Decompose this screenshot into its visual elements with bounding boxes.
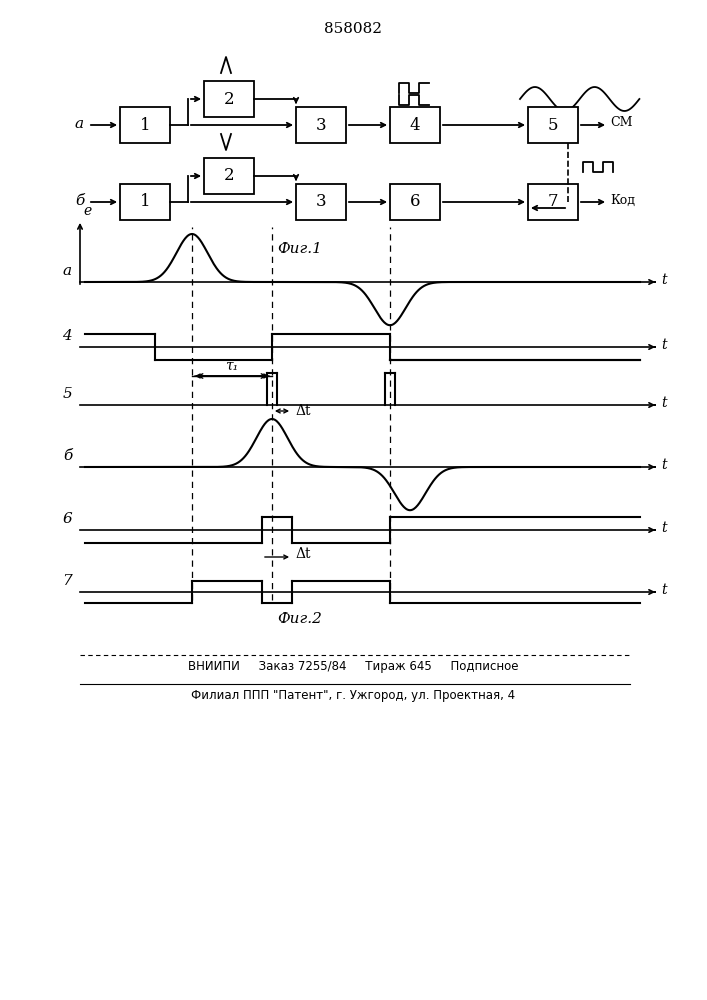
Text: 5: 5: [62, 387, 72, 401]
Text: Δt: Δt: [295, 404, 310, 418]
Text: 1: 1: [140, 194, 151, 211]
Text: 2: 2: [223, 167, 234, 184]
Text: Фиг.1: Фиг.1: [278, 242, 322, 256]
Text: Фиг.2: Фиг.2: [278, 612, 322, 626]
Text: τ₁: τ₁: [226, 359, 239, 373]
Bar: [390, 184, 440, 220]
Text: Код: Код: [610, 194, 635, 207]
Text: t: t: [661, 458, 667, 472]
Text: 2: 2: [223, 91, 234, 107]
Bar: [296, 184, 346, 220]
Bar: [528, 107, 578, 143]
Text: СМ: СМ: [610, 116, 633, 129]
Text: 4: 4: [409, 116, 421, 133]
Text: 6: 6: [62, 512, 72, 526]
Text: t: t: [661, 273, 667, 287]
Bar: [120, 107, 170, 143]
Bar: [528, 184, 578, 220]
Text: б: б: [63, 449, 72, 463]
Text: 3: 3: [316, 116, 327, 133]
Bar: [120, 184, 170, 220]
Text: б: б: [75, 194, 84, 208]
Text: 5: 5: [548, 116, 559, 133]
Bar: [204, 158, 254, 194]
Text: Филиал ППП "Патент", г. Ужгород, ул. Проектная, 4: Филиал ППП "Патент", г. Ужгород, ул. Про…: [191, 689, 515, 702]
Text: t: t: [661, 583, 667, 597]
Text: 1: 1: [140, 116, 151, 133]
Text: 4: 4: [62, 329, 72, 343]
Bar: [390, 107, 440, 143]
Text: 858082: 858082: [324, 22, 382, 36]
Text: а: а: [75, 117, 84, 131]
Text: t: t: [661, 521, 667, 535]
Text: 6: 6: [410, 194, 420, 211]
Bar: [296, 107, 346, 143]
Text: t: t: [661, 396, 667, 410]
Text: ВНИИПИ     Заказ 7255/84     Тираж 645     Подписное: ВНИИПИ Заказ 7255/84 Тираж 645 Подписное: [188, 660, 518, 673]
Text: а: а: [63, 264, 72, 278]
Text: 7: 7: [548, 194, 559, 211]
Text: 7: 7: [62, 574, 72, 588]
Bar: [204, 81, 254, 117]
Text: Δt: Δt: [295, 547, 310, 561]
Text: t: t: [661, 338, 667, 352]
Text: e: e: [83, 204, 91, 218]
Text: 3: 3: [316, 194, 327, 211]
